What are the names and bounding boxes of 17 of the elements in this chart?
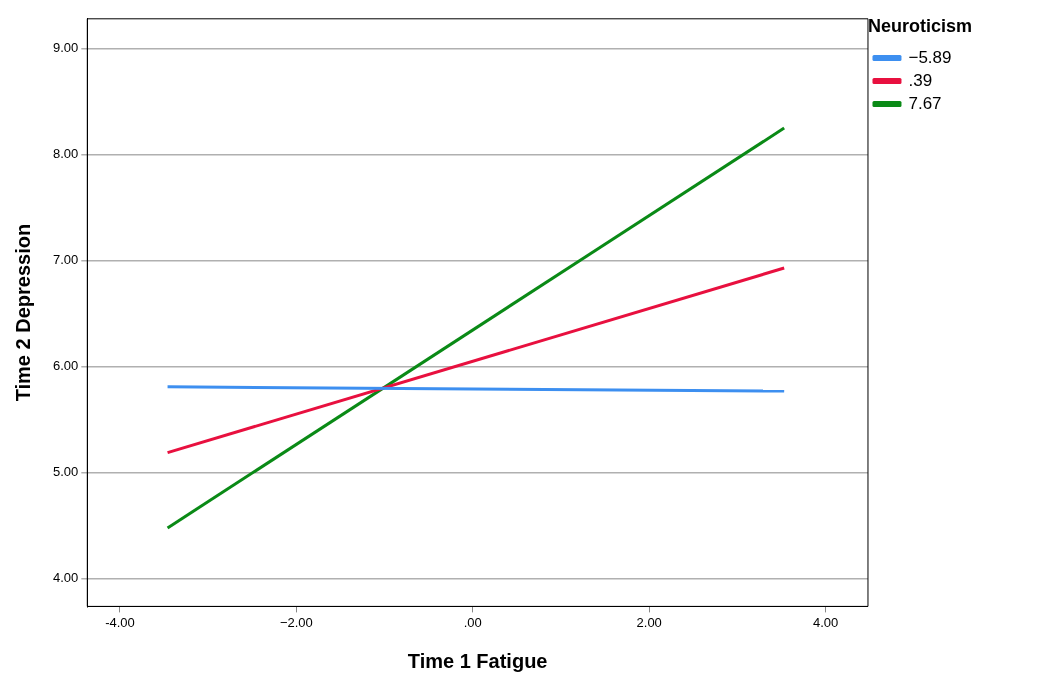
y-tick-label: 9.00 — [52, 40, 79, 56]
legend-label: 7.67 — [908, 93, 942, 113]
y-axis-title: Time 2 Depression — [11, 223, 34, 402]
legend-title: Neuroticism — [867, 15, 972, 36]
x-tick-label: 2.00 — [636, 614, 662, 630]
y-tick-label: 8.00 — [52, 146, 79, 162]
legend-label: −5.89 — [908, 47, 952, 67]
x-tick-label: −2.00 — [279, 614, 313, 630]
y-tick-label: 5.00 — [52, 464, 79, 480]
y-tick-label: 4.00 — [52, 570, 79, 586]
y-tick-label: 7.00 — [52, 252, 79, 268]
x-tick-label: 4.00 — [812, 614, 839, 630]
x-tick-label: -4.00 — [105, 614, 135, 630]
x-axis-title: Time 1 Fatigue — [407, 649, 548, 672]
x-tick-label: .00 — [463, 614, 482, 630]
legend-label: .39 — [908, 70, 933, 90]
y-tick-label: 6.00 — [52, 358, 79, 374]
